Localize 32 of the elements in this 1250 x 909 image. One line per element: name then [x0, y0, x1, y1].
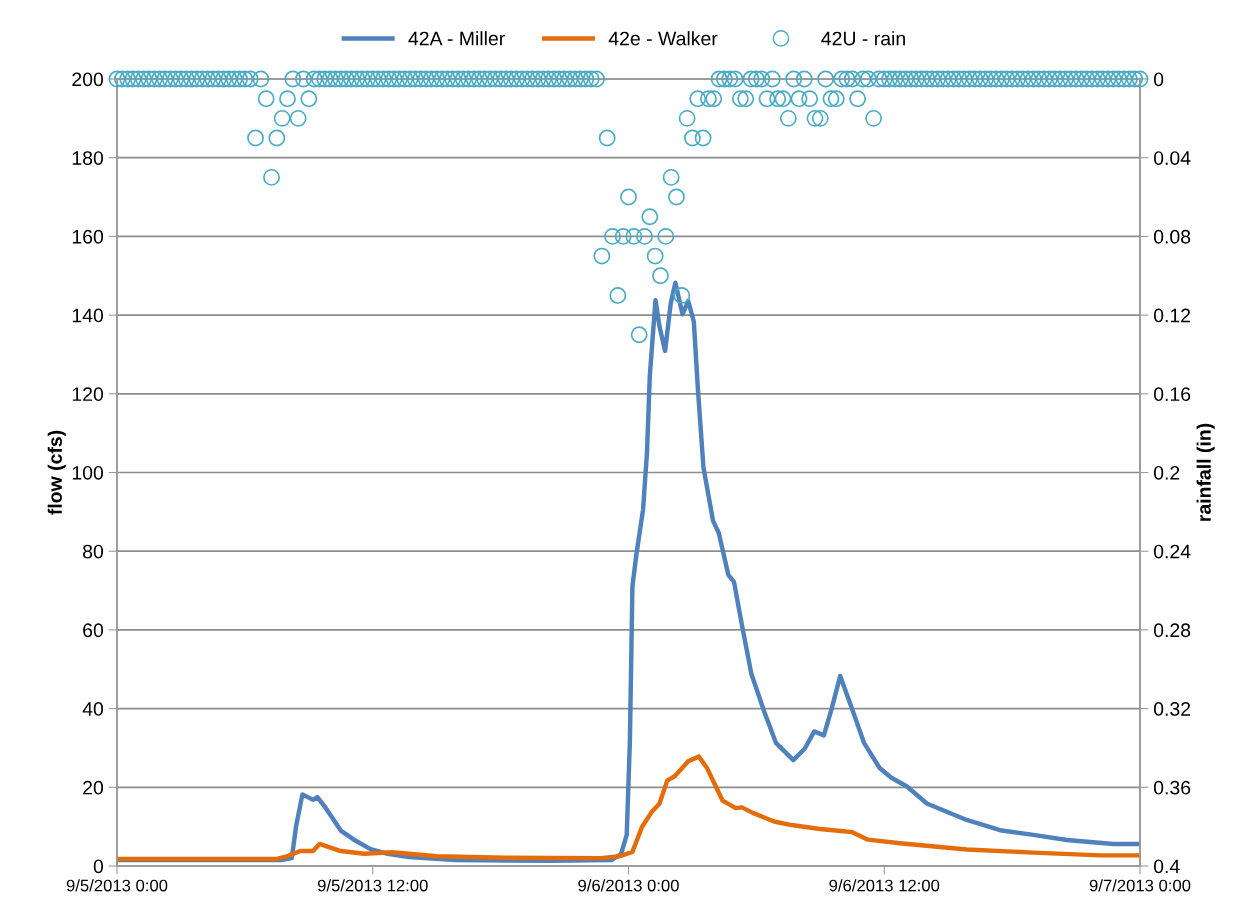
y2-tick-label: 0.08 [1153, 229, 1191, 244]
y-tick-label: 80 [83, 544, 104, 559]
legend-label: 42e - Walker [608, 31, 718, 46]
y-tick-label: 20 [83, 780, 104, 795]
y2-axis-title: rainfall (in) [1196, 423, 1215, 521]
y2-tick-label: 0.12 [1153, 308, 1191, 323]
y-tick-label: 100 [72, 465, 104, 480]
y-tick-label: 60 [83, 623, 104, 638]
y2-tick-label: 0.2 [1153, 465, 1180, 480]
y2-tick-label: 0.24 [1153, 544, 1191, 559]
y-tick-label: 0 [93, 859, 104, 874]
legend-label: 42U - rain [821, 31, 905, 46]
x-tick-label: 9/6/2013 12:00 [829, 879, 940, 892]
y-axis-title: flow (cfs) [47, 430, 66, 515]
x-tick-label: 9/5/2013 12:00 [317, 879, 428, 892]
y-tick-label: 180 [72, 151, 104, 165]
y-tick-label: 40 [82, 702, 104, 716]
y2-tick-label: 0 [1153, 72, 1164, 87]
x-tick-label: 9/7/2013 0:00 [1089, 879, 1191, 892]
y2-tick-label: 0.28 [1153, 623, 1191, 638]
y2-tick-label: 0.16 [1153, 387, 1191, 402]
x-tick-label: 9/6/2013 0:00 [578, 879, 679, 892]
y2-tick-label: 0.4 [1153, 859, 1180, 874]
y2-tick-label: 0.36 [1153, 780, 1191, 795]
y-tick-label: 160 [72, 229, 104, 244]
y2-tick-label: 0.04 [1153, 151, 1191, 165]
y-tick-label: 140 [72, 308, 104, 323]
x-tick-label: 9/5/2013 0:00 [66, 879, 168, 892]
y-tick-label: 200 [72, 72, 104, 87]
y-tick-label: 120 [72, 387, 104, 402]
y2-tick-label: 0.32 [1153, 702, 1191, 716]
legend-label: 42A - Miller [408, 31, 505, 46]
